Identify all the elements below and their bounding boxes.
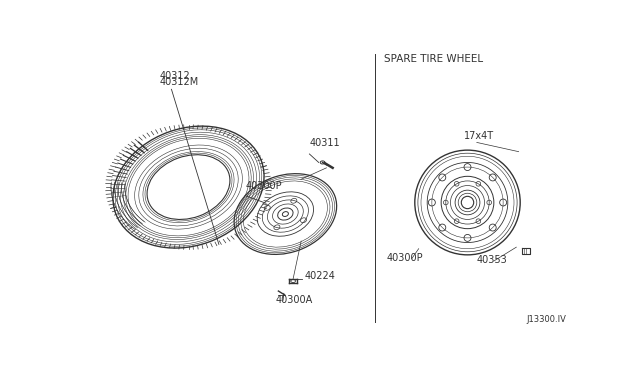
Text: 40300P: 40300P: [386, 253, 423, 263]
Text: 17x4T: 17x4T: [463, 131, 493, 141]
Text: 40312M: 40312M: [160, 77, 199, 87]
Text: 40311: 40311: [309, 138, 340, 148]
Text: J13300.IV: J13300.IV: [526, 315, 566, 324]
Text: 40300A: 40300A: [275, 295, 312, 305]
Text: 40224: 40224: [305, 272, 335, 282]
Text: 40312: 40312: [160, 71, 191, 80]
Text: 40353: 40353: [477, 254, 508, 264]
Text: 40300P: 40300P: [245, 182, 282, 192]
Text: SPARE TIRE WHEEL: SPARE TIRE WHEEL: [384, 54, 483, 64]
